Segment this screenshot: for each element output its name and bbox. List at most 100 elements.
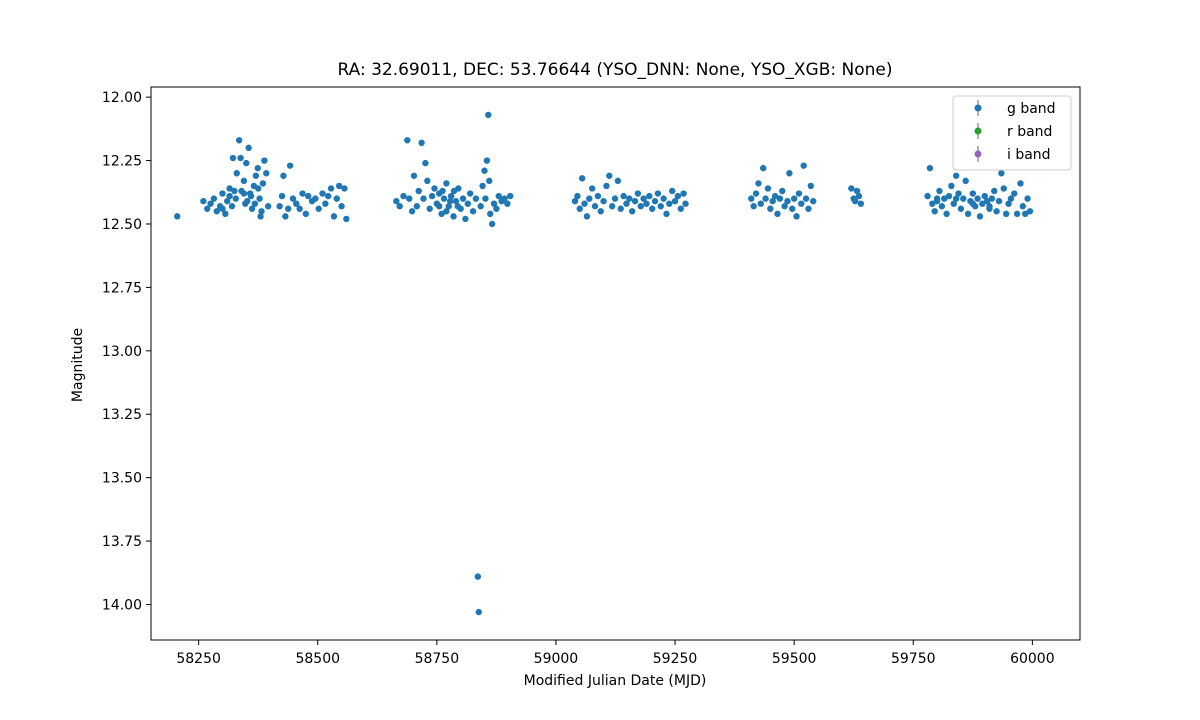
data-point — [933, 197, 941, 205]
data-point — [779, 187, 786, 195]
data-point — [240, 177, 248, 185]
y-tick-label: 13.25 — [102, 407, 142, 423]
data-point — [474, 573, 482, 580]
legend-frame — [952, 95, 1072, 171]
data-point — [251, 200, 259, 207]
x-tick-label: 58500 — [295, 651, 340, 667]
data-points — [174, 111, 1034, 616]
data-point — [960, 195, 967, 202]
data-point — [254, 164, 261, 172]
data-point — [663, 210, 670, 218]
data-point — [247, 192, 255, 200]
data-point — [447, 192, 455, 200]
data-point — [848, 185, 855, 192]
chart-title: RA: 32.69011, DEC: 53.76644 (YSO_DNN: No… — [337, 60, 892, 80]
data-point — [302, 210, 310, 218]
data-point — [943, 210, 950, 218]
data-point — [666, 200, 673, 207]
x-tick-label: 58750 — [415, 651, 460, 667]
data-point — [603, 182, 610, 190]
data-point — [764, 185, 772, 192]
plot-frame — [150, 86, 1081, 641]
data-point — [591, 203, 599, 210]
data-point — [931, 208, 938, 215]
data-point — [581, 200, 588, 207]
x-tick-label: 59250 — [653, 651, 698, 667]
data-point — [264, 203, 272, 210]
data-point — [229, 154, 237, 162]
x-tick-label: 59750 — [891, 651, 936, 667]
data-point — [790, 195, 798, 202]
data-point — [795, 190, 803, 197]
data-point — [574, 192, 581, 200]
data-point — [464, 200, 472, 207]
data-point — [588, 185, 596, 192]
data-point — [454, 203, 462, 210]
data-point — [993, 208, 1000, 215]
data-point — [245, 144, 252, 152]
data-point — [657, 203, 664, 210]
data-point — [426, 205, 433, 212]
data-point — [623, 200, 630, 207]
data-point — [789, 205, 796, 212]
data-point — [252, 172, 260, 179]
data-point — [475, 608, 482, 616]
data-point — [420, 195, 427, 202]
data-point — [213, 208, 220, 215]
data-point — [1017, 180, 1024, 187]
data-point — [322, 200, 329, 207]
data-point — [776, 195, 784, 202]
data-point — [571, 197, 579, 205]
data-point — [600, 197, 607, 205]
data-point — [276, 203, 283, 210]
data-point — [338, 203, 345, 210]
data-point — [784, 197, 791, 205]
data-point — [680, 190, 687, 197]
data-point — [955, 190, 962, 197]
data-point — [1002, 210, 1010, 218]
data-point — [617, 205, 624, 212]
data-point — [507, 192, 514, 200]
data-point — [586, 195, 593, 202]
x-tick-label: 58250 — [176, 651, 221, 667]
data-point — [424, 177, 431, 185]
legend-entry: g band — [1007, 101, 1056, 117]
data-point — [938, 203, 946, 210]
data-point — [296, 205, 303, 212]
data-point — [962, 177, 969, 185]
data-point — [440, 195, 448, 202]
data-point — [752, 190, 760, 197]
data-point — [643, 200, 650, 207]
legend-marker — [974, 104, 982, 112]
data-point — [410, 172, 418, 179]
legend-entry: r band — [1007, 124, 1052, 140]
data-point — [235, 137, 243, 144]
data-point — [219, 190, 226, 197]
data-point — [1022, 210, 1029, 218]
data-point — [459, 195, 467, 202]
legend-marker — [974, 150, 982, 158]
data-point — [462, 215, 469, 223]
data-point — [233, 170, 240, 177]
data-point — [289, 195, 297, 202]
data-point — [800, 162, 807, 169]
data-point — [810, 197, 817, 205]
data-point — [501, 195, 508, 202]
y-tick-label: 12.75 — [102, 280, 142, 296]
y-tick-label: 12.50 — [102, 217, 142, 233]
legend: g band r band i band — [952, 95, 1072, 171]
data-point — [436, 203, 443, 210]
data-point — [280, 172, 287, 179]
data-point — [964, 210, 972, 218]
data-point — [924, 192, 931, 200]
data-point — [495, 192, 502, 200]
data-point — [1024, 195, 1031, 202]
data-point — [998, 170, 1005, 177]
data-point — [948, 182, 955, 190]
data-point — [660, 195, 667, 202]
data-point — [750, 203, 757, 210]
data-point — [1000, 185, 1007, 192]
data-point — [983, 197, 991, 205]
data-point — [431, 185, 438, 192]
